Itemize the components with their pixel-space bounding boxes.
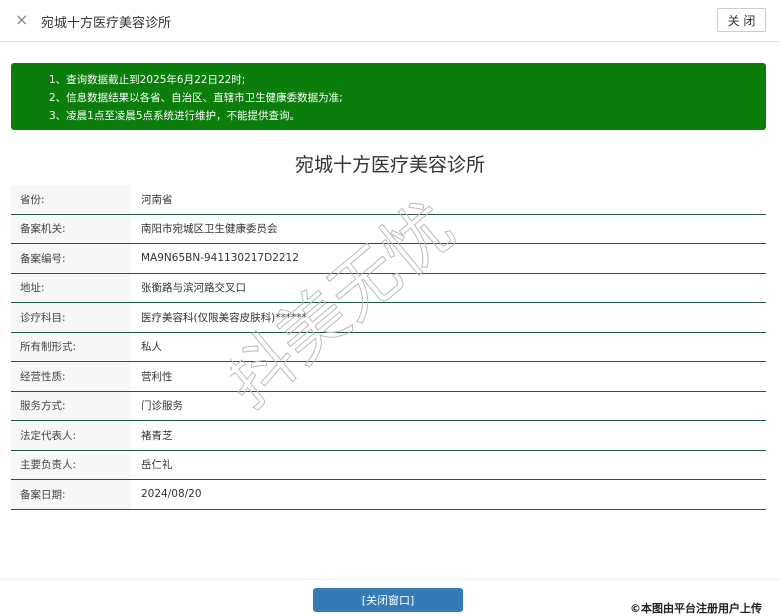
table-row: 经营性质: 营利性 xyxy=(11,362,766,392)
row-label: 备案编号: xyxy=(11,244,131,273)
row-value: 岳仁礼 xyxy=(141,459,173,472)
table-row: 主要负责人: 岳仁礼 xyxy=(11,450,766,480)
upload-credit: ©本图由平台注册用户上传 xyxy=(630,602,762,615)
row-value: 医疗美容科(仅限美容皮肤科)****** xyxy=(141,311,307,324)
row-label: 经营性质: xyxy=(11,362,131,391)
row-value: 河南省 xyxy=(141,193,173,206)
notice-line: 1、查询数据截止到2025年6月22日22时; xyxy=(49,74,246,86)
row-value: 门诊服务 xyxy=(141,400,183,413)
row-label: 省份: xyxy=(11,185,131,214)
row-label: 地址: xyxy=(11,273,131,302)
table-row: 法定代表人: 褚青芝 xyxy=(11,421,766,451)
table-row: 所有制形式: 私人 xyxy=(11,332,766,362)
row-value: MA9N65BN-941130217D2212 xyxy=(141,252,299,265)
close-button[interactable]: 关 闭 xyxy=(717,8,766,32)
row-value: 褚青芝 xyxy=(141,429,173,442)
dialog-title: 宛城十方医疗美容诊所 xyxy=(41,16,172,31)
table-row: 地址: 张衡路与滨河路交叉口 xyxy=(11,273,766,303)
close-window-button[interactable]: [关闭窗口] xyxy=(313,588,463,612)
table-row: 备案编号: MA9N65BN-941130217D2212 xyxy=(11,244,766,274)
table-row: 备案日期: 2024/08/20 xyxy=(11,480,766,510)
row-value: 张衡路与滨河路交叉口 xyxy=(141,282,246,295)
notice-banner: 1、查询数据截止到2025年6月22日22时; 2、信息数据结果以各省、自治区、… xyxy=(11,63,766,130)
notice-line: 2、信息数据结果以各省、自治区、直辖市卫生健康委数据为准; xyxy=(49,92,343,104)
row-value: 私人 xyxy=(141,341,162,354)
row-label: 所有制形式: xyxy=(11,332,131,361)
row-label: 服务方式: xyxy=(11,391,131,420)
row-value: 营利性 xyxy=(141,370,173,383)
table-row: 诊疗科目: 医疗美容科(仅限美容皮肤科)****** xyxy=(11,303,766,333)
dialog-header: × 宛城十方医疗美容诊所 关 闭 xyxy=(0,0,780,42)
info-table: 省份: 河南省 备案机关: 南阳市宛城区卫生健康委员会 备案编号: MA9N65BN-94… xyxy=(11,185,766,510)
table-row: 备案机关: 南阳市宛城区卫生健康委员会 xyxy=(11,214,766,244)
footer-divider xyxy=(0,579,780,580)
row-value: 2024/08/20 xyxy=(141,488,202,501)
table-row: 服务方式: 门诊服务 xyxy=(11,391,766,421)
row-label: 诊疗科目: xyxy=(11,303,131,332)
table-row: 省份: 河南省 xyxy=(11,185,766,215)
close-icon[interactable]: × xyxy=(15,10,29,29)
row-label: 备案机关: xyxy=(11,214,131,243)
row-label: 主要负责人: xyxy=(11,450,131,479)
notice-line: 3、凌晨1点至凌晨5点系统进行维护，不能提供查询。 xyxy=(49,110,301,122)
row-label: 法定代表人: xyxy=(11,421,131,450)
row-value: 南阳市宛城区卫生健康委员会 xyxy=(141,223,278,236)
row-label: 备案日期: xyxy=(11,480,131,509)
page-title: 宛城十方医疗美容诊所 xyxy=(294,154,485,176)
